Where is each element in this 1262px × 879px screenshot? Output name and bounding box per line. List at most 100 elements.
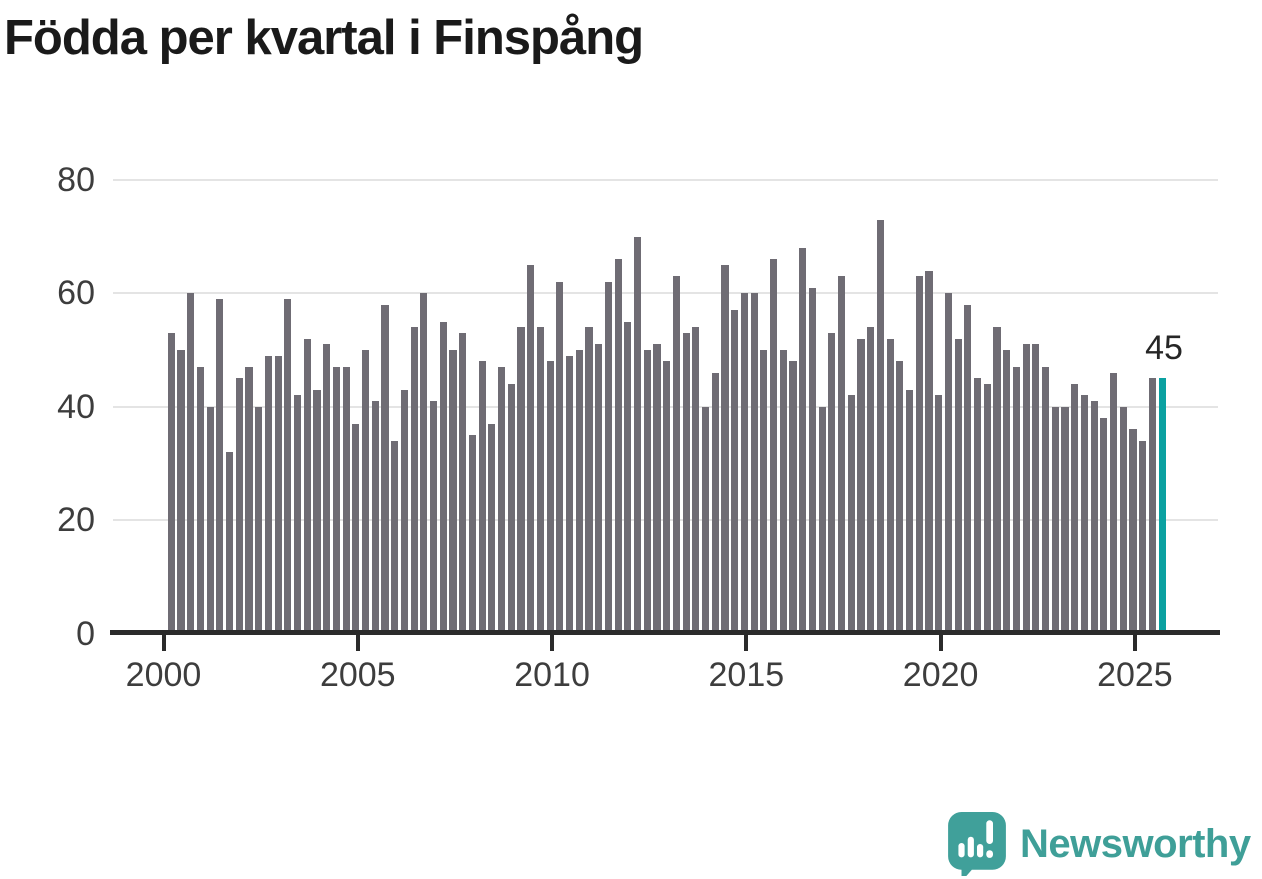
chart-title: Födda per kvartal i Finspång (4, 11, 644, 65)
bar-2004Q4 (352, 423, 360, 632)
bar-2010Q4 (585, 327, 593, 632)
bar-2005Q4 (391, 440, 399, 632)
bar-2002Q2 (255, 406, 263, 632)
bar-2021Q3 (1003, 350, 1011, 632)
bar-2019Q2 (915, 276, 923, 632)
bar-2020Q2 (954, 338, 962, 632)
bar-2013Q1 (672, 276, 681, 632)
bar-2018Q4 (896, 361, 904, 632)
bar-2014Q1 (711, 372, 719, 632)
bar-2004Q2 (332, 367, 341, 632)
bar-2021Q2 (993, 327, 1001, 632)
bar-2009Q1 (517, 327, 525, 632)
x-axis-tick-2005 (355, 633, 360, 651)
bar-2002Q3 (264, 355, 273, 632)
bar-2000Q1 (167, 333, 175, 632)
bar-2019Q3 (925, 270, 933, 632)
bar-2003Q2 (293, 395, 302, 632)
bar-2005Q3 (381, 304, 389, 632)
bar-2023Q2 (1071, 384, 1079, 632)
bar-2025Q2 (1148, 378, 1157, 632)
bar-2013Q3 (692, 327, 700, 632)
bar-2004Q1 (323, 344, 331, 632)
bar-2000Q2 (177, 350, 185, 632)
x-axis-label-2010: 2010 (514, 656, 590, 694)
bar-2010Q3 (575, 350, 583, 632)
bar-2024Q4 (1129, 429, 1137, 632)
bar-2020Q4 (973, 378, 982, 632)
bar-2014Q3 (731, 310, 739, 632)
x-axis-tick-2020 (938, 633, 943, 651)
bar-2001Q4 (235, 378, 243, 632)
bar-2009Q4 (546, 361, 554, 632)
bar-2003Q4 (313, 389, 321, 632)
newsworthy-bubble-icon (948, 812, 1006, 876)
x-axis-tick-2000 (161, 633, 166, 651)
bar-2015Q4 (779, 350, 787, 632)
bar-2011Q2 (604, 282, 613, 632)
x-axis-label-2000: 2000 (125, 656, 202, 694)
bar-2007Q1 (439, 321, 447, 632)
gridline-60 (113, 292, 1218, 295)
bar-2001Q1 (206, 406, 214, 632)
bar-2017Q2 (837, 276, 846, 632)
bar-2024Q1 (1100, 418, 1108, 632)
bar-2006Q4 (429, 401, 438, 632)
bar-2017Q4 (857, 338, 865, 632)
bar-2006Q3 (420, 293, 428, 632)
bar-2010Q1 (556, 282, 564, 632)
bar-2000Q3 (187, 293, 195, 632)
bar-2009Q2 (527, 265, 535, 632)
bar-2011Q1 (595, 344, 603, 632)
gridline-80 (113, 179, 1218, 182)
bar-2016Q2 (799, 248, 807, 632)
bar-2015Q2 (760, 350, 768, 632)
bar-2012Q1 (633, 236, 642, 632)
newsworthy-logo: Newsworthy (948, 812, 1251, 876)
y-axis-label-20: 20 (57, 501, 95, 540)
bar-2023Q1 (1061, 406, 1069, 632)
bar-2012Q3 (653, 344, 661, 632)
bar-2013Q4 (701, 406, 710, 632)
bar-2023Q3 (1080, 395, 1089, 632)
bar-2010Q2 (565, 355, 574, 632)
bar-2007Q3 (459, 333, 467, 632)
bar-2005Q1 (361, 350, 370, 632)
x-axis-tick-2010 (550, 633, 555, 651)
x-axis-label-2015: 2015 (708, 656, 785, 694)
y-axis-label-0: 0 (76, 614, 95, 653)
bar-2003Q1 (284, 299, 292, 632)
bar-2016Q4 (818, 406, 826, 632)
bar-2021Q4 (1012, 367, 1021, 632)
bar-2025Q1 (1139, 440, 1147, 632)
bar-2021Q1 (983, 384, 991, 632)
x-axis-label-2025: 2025 (1097, 656, 1173, 694)
x-axis-tick-2025 (1132, 633, 1137, 651)
x-axis-label-2020: 2020 (902, 656, 979, 694)
newsworthy-wordmark: Newsworthy (1020, 821, 1251, 866)
bar-2011Q4 (624, 321, 632, 632)
bar-2023Q4 (1090, 401, 1098, 632)
bar-2008Q1 (478, 361, 486, 632)
y-axis-label-60: 60 (57, 274, 95, 313)
bar-2024Q2 (1109, 372, 1118, 632)
bar-2007Q4 (468, 435, 477, 632)
bar-2009Q3 (536, 327, 545, 632)
bar-2002Q4 (274, 355, 282, 632)
bar-2007Q2 (449, 350, 457, 632)
bar-2006Q1 (400, 389, 409, 632)
x-axis-line (110, 630, 1220, 635)
y-axis-label-40: 40 (57, 387, 95, 426)
bar-2022Q1 (1022, 344, 1030, 632)
bar-2018Q3 (886, 338, 894, 632)
bar-2020Q1 (944, 293, 953, 632)
bar-2022Q2 (1032, 344, 1040, 632)
bar-2004Q3 (342, 367, 350, 632)
bar-2017Q1 (828, 333, 836, 632)
bar-2003Q3 (303, 338, 311, 632)
bar-2012Q2 (643, 350, 651, 632)
bar-2017Q3 (847, 395, 855, 632)
bar-2001Q2 (216, 299, 224, 632)
last-value-label: 45 (1145, 329, 1183, 367)
